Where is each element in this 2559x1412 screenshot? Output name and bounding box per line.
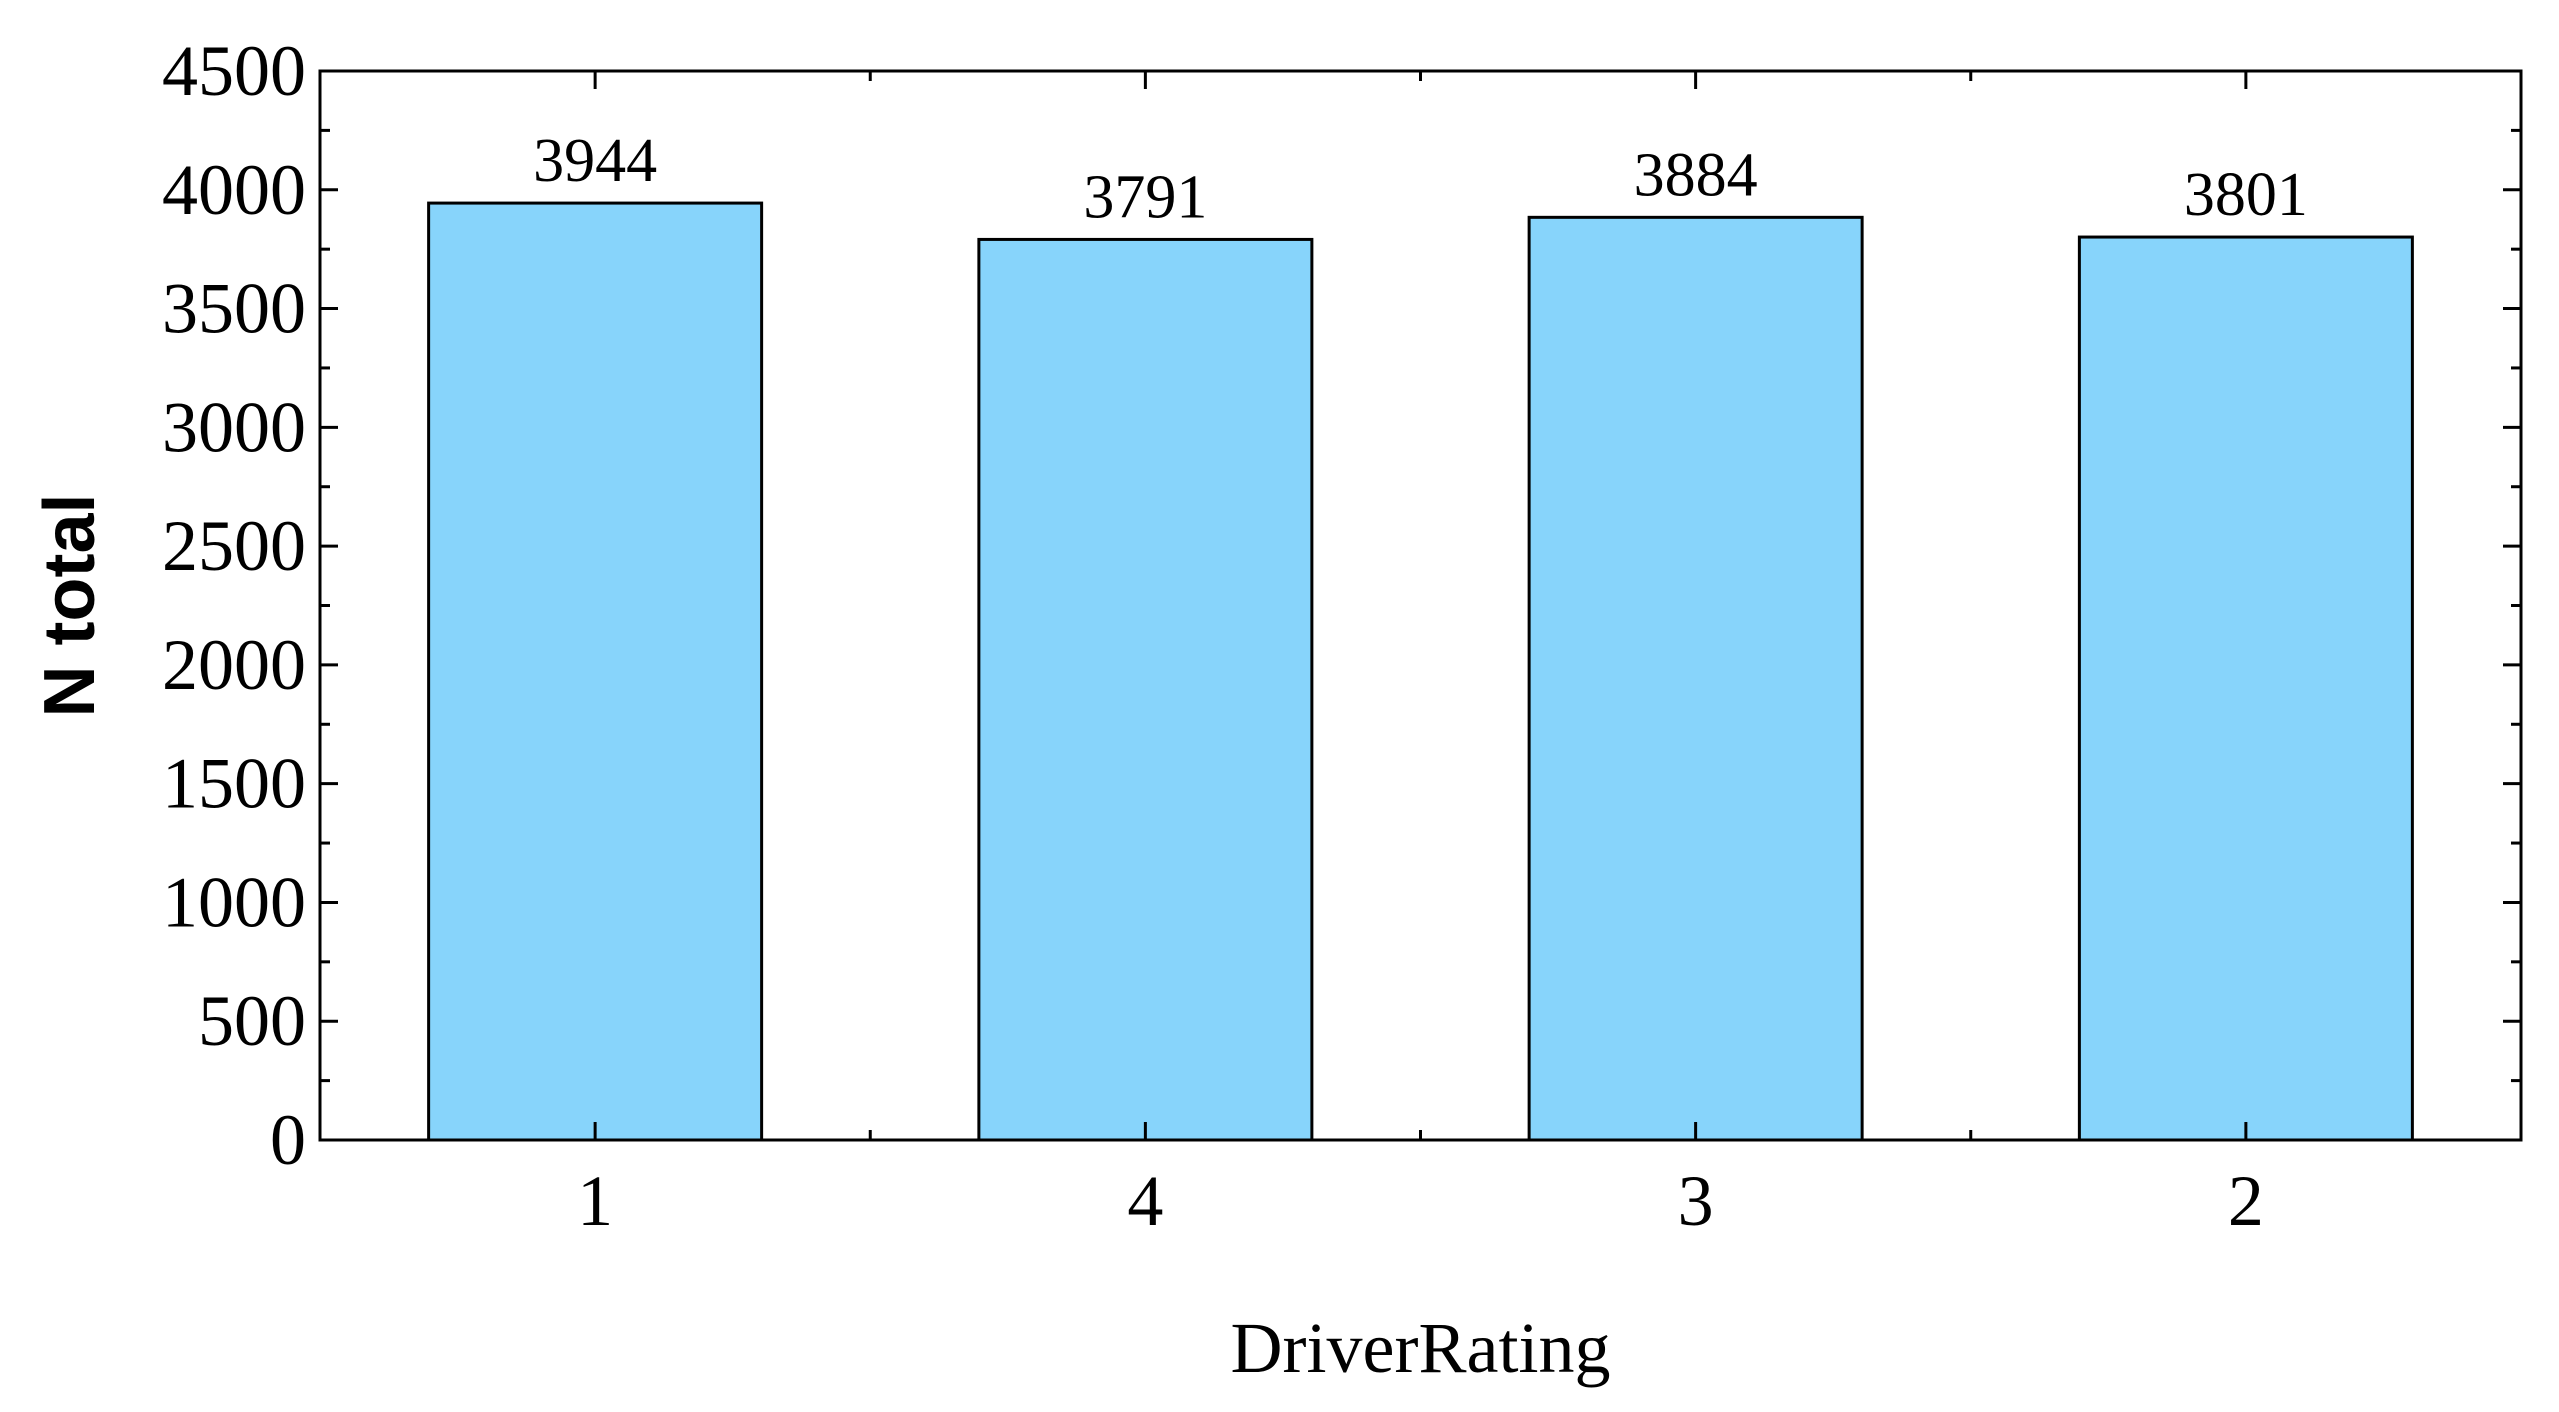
plot-frame bbox=[318, 69, 2523, 1142]
bars-layer bbox=[427, 201, 2414, 1142]
y-tick-label: 3500 bbox=[162, 269, 306, 349]
y-tick-label: 2500 bbox=[162, 506, 306, 586]
y-tick-label: 0 bbox=[270, 1100, 306, 1180]
x-tick-label-1: 1 bbox=[577, 1161, 613, 1241]
labels-layer: 3944 1 3791 4 3884 3 3801 2 0 500 1000 1500 2000 2500… bbox=[162, 31, 2308, 1241]
x-tick-label-2: 2 bbox=[2228, 1161, 2264, 1241]
y-tick-label: 3000 bbox=[162, 387, 306, 467]
y-tick-label: 2000 bbox=[162, 625, 306, 705]
y-tick-label: 500 bbox=[198, 981, 306, 1061]
y-tick-label: 4500 bbox=[162, 31, 306, 111]
x-tick-label-3: 3 bbox=[1678, 1161, 1714, 1241]
bar-3 bbox=[1527, 215, 1864, 1142]
y-tick-label: 1000 bbox=[162, 862, 306, 942]
data-label-2: 3801 bbox=[2184, 161, 2308, 229]
y-axis-title: N total bbox=[30, 494, 110, 718]
data-label-4: 3791 bbox=[1083, 163, 1207, 231]
bar-1 bbox=[427, 201, 764, 1142]
data-label-3: 3884 bbox=[1634, 141, 1758, 209]
y-tick-label: 4000 bbox=[162, 150, 306, 230]
data-label-1: 3944 bbox=[533, 127, 657, 195]
bar-4 bbox=[977, 237, 1314, 1142]
ticks-layer bbox=[320, 69, 2521, 1142]
x-axis-title: DriverRating bbox=[1231, 1308, 1611, 1388]
x-tick-label-4: 4 bbox=[1127, 1161, 1163, 1241]
y-tick-label: 1500 bbox=[162, 744, 306, 824]
bar-2 bbox=[2077, 235, 2414, 1142]
